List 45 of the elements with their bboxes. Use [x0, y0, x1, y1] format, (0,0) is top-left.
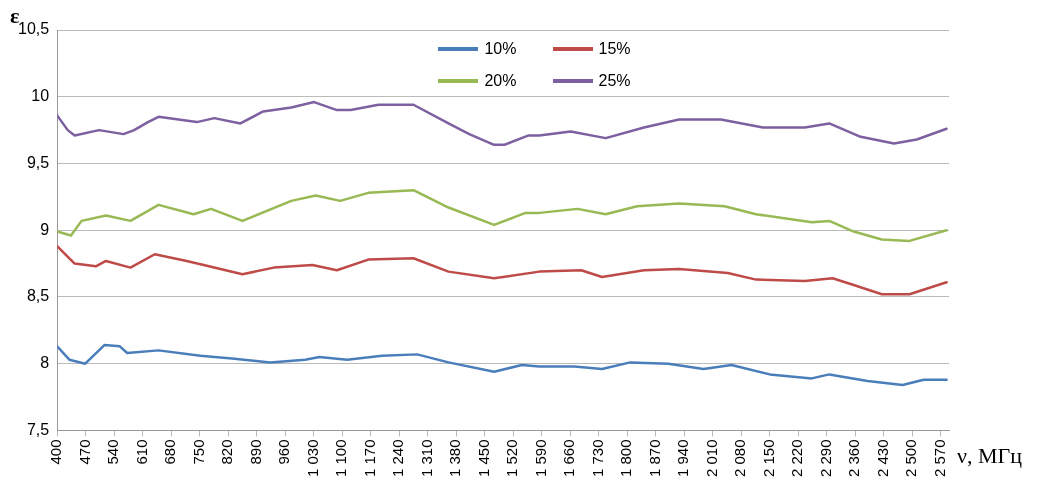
- x-tick-label: 1 100: [332, 439, 350, 478]
- x-tick-label: 1 870: [645, 439, 663, 478]
- x-tick-label: 1 800: [617, 439, 635, 478]
- x-tick-label: 2 430: [873, 439, 891, 478]
- x-tick-label: 470: [75, 439, 93, 465]
- x-tick-label: 1 520: [503, 439, 521, 478]
- legend-label: 20%: [484, 72, 517, 90]
- x-tick-label: 750: [189, 439, 207, 465]
- y-tick-label: 8: [40, 354, 50, 372]
- x-tick-label: 2 150: [759, 439, 777, 478]
- x-tick-label: 2 220: [788, 439, 806, 478]
- y-tick-label: 9: [40, 220, 50, 238]
- x-tick-label: 1 730: [588, 439, 606, 478]
- x-tick-label: 960: [275, 439, 293, 465]
- x-tick-label: 680: [161, 439, 179, 465]
- y-tick-label: 9,5: [26, 153, 50, 171]
- x-tick-label: 2 010: [702, 439, 720, 478]
- x-tick-label: 2 290: [816, 439, 834, 478]
- x-tick-label: 2 570: [931, 439, 948, 478]
- x-tick-label: 1 310: [417, 439, 435, 478]
- x-tick-label: 1 030: [303, 439, 321, 478]
- x-tick-label: 1 170: [360, 439, 378, 478]
- y-tick-label: 10: [31, 87, 50, 105]
- x-tick-label: 890: [246, 439, 264, 465]
- x-tick-label: 1 660: [560, 439, 578, 478]
- x-axis-title: ν, МГц: [957, 443, 1023, 469]
- x-tick-label: 1 240: [389, 439, 407, 478]
- x-tick-label: 820: [218, 439, 236, 465]
- y-tick-label: 8,5: [26, 287, 50, 305]
- x-tick-label: 1 450: [474, 439, 492, 478]
- x-tick-label: 2 360: [845, 439, 863, 478]
- x-tick-label: 400: [47, 439, 65, 465]
- x-tick-label: 610: [132, 439, 150, 465]
- x-tick-label: 1 590: [531, 439, 549, 478]
- y-tick-label: 7,5: [26, 420, 50, 438]
- legend-label: 10%: [484, 40, 517, 58]
- legend-label: 15%: [598, 40, 631, 58]
- legend-label: 25%: [598, 72, 631, 90]
- x-tick-label: 2 500: [902, 439, 920, 478]
- x-tick-label: 1 380: [446, 439, 464, 478]
- x-tick-label: 1 940: [674, 439, 692, 478]
- x-tick-label: 540: [104, 439, 122, 465]
- y-tick-label: 10,5: [18, 20, 50, 38]
- y-axis-title: ε: [10, 2, 20, 28]
- x-tick-label: 2 080: [731, 439, 749, 478]
